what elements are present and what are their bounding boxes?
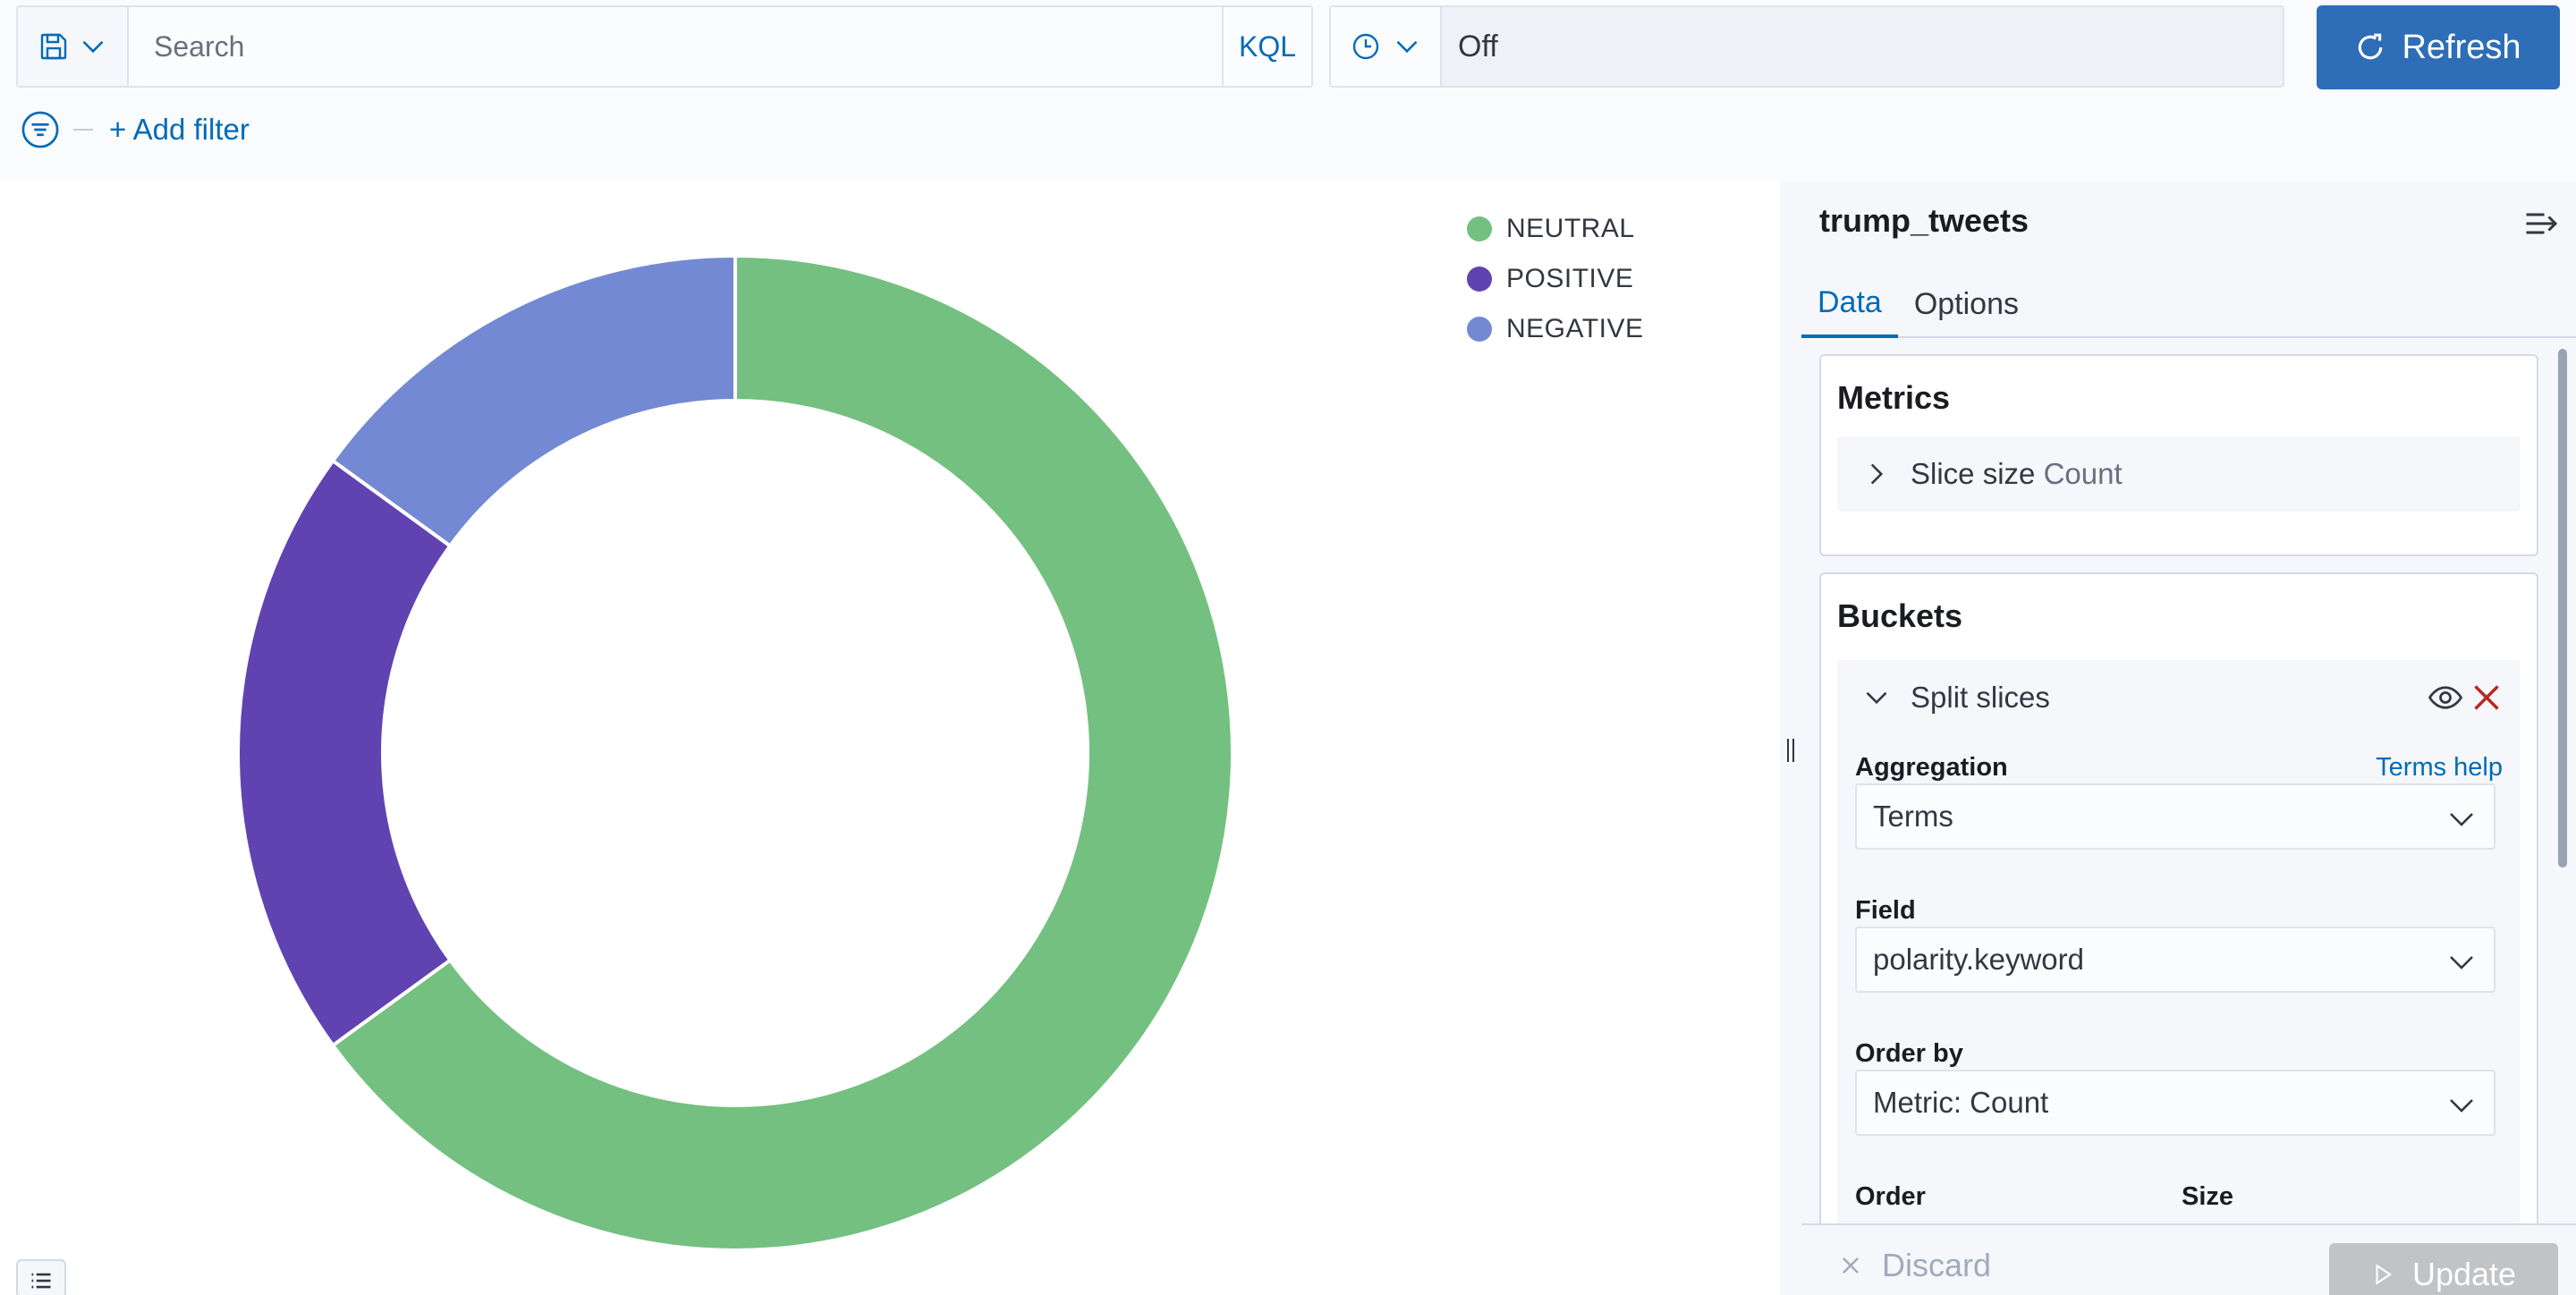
query-bar: KQL Off Refresh + Add filter [0, 0, 2576, 179]
chevron-down-icon [82, 40, 104, 54]
query-language-button[interactable]: KQL [1222, 7, 1311, 86]
update-label: Update [2411, 1256, 2517, 1292]
legend-toggle-button[interactable] [16, 1259, 66, 1295]
list-icon [31, 1273, 51, 1289]
refresh-label: Refresh [2402, 28, 2521, 66]
save-icon [40, 33, 67, 60]
search-input[interactable] [129, 7, 1222, 86]
aggregation-value: Terms [1873, 800, 1953, 833]
order-by-value: Metric: Count [1873, 1086, 2049, 1119]
chevron-down-icon [2450, 813, 2473, 826]
legend-label: POSITIVE [1506, 264, 1634, 293]
chart-legend: NEUTRAL POSITIVE NEGATIVE [1467, 204, 1643, 354]
buckets-panel: Buckets Split slices Aggregation Terms h… [1819, 572, 2538, 1295]
metrics-title: Metrics [1837, 379, 1951, 416]
metric-sub-label: Count [2043, 457, 2123, 490]
legend-item[interactable]: POSITIVE [1467, 254, 1643, 304]
legend-label: NEUTRAL [1506, 214, 1635, 243]
aggregation-select[interactable]: Terms [1855, 783, 2496, 850]
resize-handle-icon [1787, 739, 1794, 762]
field-value: polarity.keyword [1873, 943, 2084, 976]
chevron-down-icon [2450, 1099, 2473, 1113]
chevron-right-icon [1870, 463, 1884, 485]
filter-divider [73, 129, 93, 131]
legend-dot-positive [1467, 267, 1492, 292]
donut-slice-negative[interactable] [330, 253, 737, 549]
editor-sidebar: trump_tweets Data Options Metrics Slice … [1801, 181, 2576, 1295]
close-icon [1843, 1257, 1859, 1274]
discard-label: Discard [1882, 1247, 1992, 1283]
legend-dot-negative [1467, 317, 1492, 342]
bucket-label: Split slices [1911, 681, 2050, 714]
search-group: KQL [16, 5, 1313, 88]
donut-chart [236, 253, 1234, 1252]
terms-help-link[interactable]: Terms help [2376, 753, 2503, 782]
clock-icon [1352, 33, 1379, 60]
panel-resizer[interactable] [1780, 181, 1801, 1295]
index-pattern-title: trump_tweets [1819, 202, 2029, 239]
tab-options[interactable]: Options [1913, 286, 2020, 321]
bucket-split-slices: Split slices Aggregation Terms help Term… [1837, 660, 2521, 1295]
eye-icon[interactable] [2428, 680, 2463, 715]
visualization-area: NEUTRAL POSITIVE NEGATIVE [0, 181, 1780, 1295]
play-icon [2376, 1264, 2392, 1285]
metric-label: Slice size [1911, 457, 2036, 490]
update-button[interactable]: Update [2329, 1243, 2558, 1295]
discard-button[interactable]: Discard [1839, 1247, 1991, 1284]
sidebar-scrollbar[interactable] [2558, 349, 2567, 868]
tab-data[interactable]: Data [1801, 270, 1898, 338]
buckets-title: Buckets [1837, 597, 1963, 634]
chevron-down-icon [1866, 691, 1887, 705]
size-label: Size [2182, 1182, 2234, 1211]
filter-options-icon[interactable] [21, 111, 59, 148]
legend-label: NEGATIVE [1506, 314, 1644, 343]
aggregation-label: Aggregation [1855, 753, 2008, 782]
collapse-sidebar-icon[interactable] [2524, 206, 2560, 241]
refresh-interval-picker: Off [1329, 5, 2284, 88]
refresh-icon [2359, 33, 2383, 60]
legend-item[interactable]: NEUTRAL [1467, 204, 1643, 254]
field-label: Field [1855, 896, 1916, 925]
field-select[interactable]: polarity.keyword [1855, 927, 2496, 993]
quick-menu-button[interactable] [1331, 7, 1442, 86]
order-by-label: Order by [1855, 1039, 1963, 1068]
metric-slice-size[interactable]: Slice size Count [1837, 436, 2521, 512]
saved-queries-button[interactable] [18, 7, 129, 86]
legend-dot-neutral [1467, 216, 1492, 241]
order-by-select[interactable]: Metric: Count [1855, 1070, 2496, 1136]
chevron-down-icon [2450, 956, 2473, 969]
donut-slice-positive[interactable] [236, 458, 453, 1048]
sidebar-footer: Discard Update [1801, 1223, 2576, 1295]
filter-row: + Add filter [21, 107, 250, 152]
add-filter-link[interactable]: + Add filter [109, 113, 250, 146]
chevron-down-icon [1396, 40, 1418, 54]
order-label: Order [1855, 1182, 1926, 1211]
legend-item[interactable]: NEGATIVE [1467, 304, 1643, 354]
donut-slice-neutral[interactable] [330, 253, 1234, 1252]
refresh-interval-value[interactable]: Off [1458, 29, 1498, 63]
sidebar-tabs: Data Options [1801, 270, 2576, 338]
metrics-panel: Metrics Slice size Count [1819, 354, 2538, 556]
refresh-button[interactable]: Refresh [2317, 5, 2560, 89]
bucket-header[interactable]: Split slices [1837, 660, 2521, 735]
close-icon[interactable] [2469, 680, 2504, 715]
